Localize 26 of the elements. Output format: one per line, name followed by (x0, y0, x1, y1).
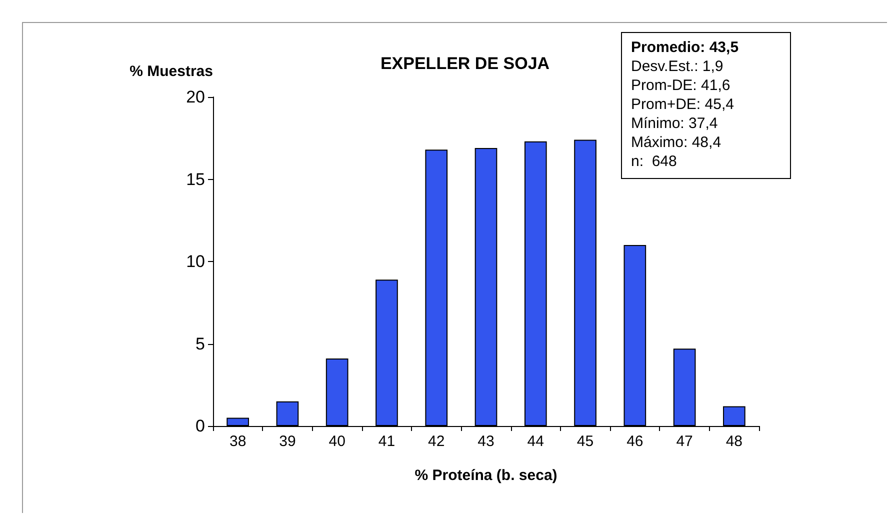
annotation: n: 648 (631, 152, 678, 171)
x-tick-label: 43 (478, 433, 494, 450)
y-tick-label: 5 (196, 334, 205, 354)
text: Promedio: 43,5 (631, 38, 739, 57)
text: Prom-DE: 41,6 (631, 76, 732, 95)
x-tick-label: 44 (527, 433, 544, 450)
x-tick-label: 46 (626, 433, 644, 450)
y-tick-label: 10 (186, 252, 205, 271)
y-tick-label: 15 (186, 170, 205, 189)
x-tick-label: 42 (428, 433, 445, 450)
annotation: Prom+DE: 45,4 (631, 95, 735, 114)
x-tick-label: 47 (676, 433, 693, 450)
y-tick-label: 20 (186, 88, 205, 106)
y-tick-label: 0 (196, 416, 205, 436)
annotation: Máximo: 48,4 (631, 133, 722, 152)
x-axis-title: % Proteína (b. seca) (414, 467, 558, 484)
x-tick-label: 40 (328, 433, 346, 450)
text: Desv.Est.: 1,9 (631, 57, 724, 76)
annotation: Mínimo: 37,4 (631, 114, 719, 133)
x-tick-label: 39 (279, 433, 296, 450)
x-tick-label: 38 (229, 433, 246, 450)
y-axis-title: % Muestras (130, 63, 213, 80)
chart-title: EXPELLER DE SOJA (380, 54, 550, 73)
x-tick-label: 45 (576, 433, 594, 450)
x-tick-label: 41 (378, 433, 396, 450)
x-tick-label: 48 (726, 433, 743, 450)
